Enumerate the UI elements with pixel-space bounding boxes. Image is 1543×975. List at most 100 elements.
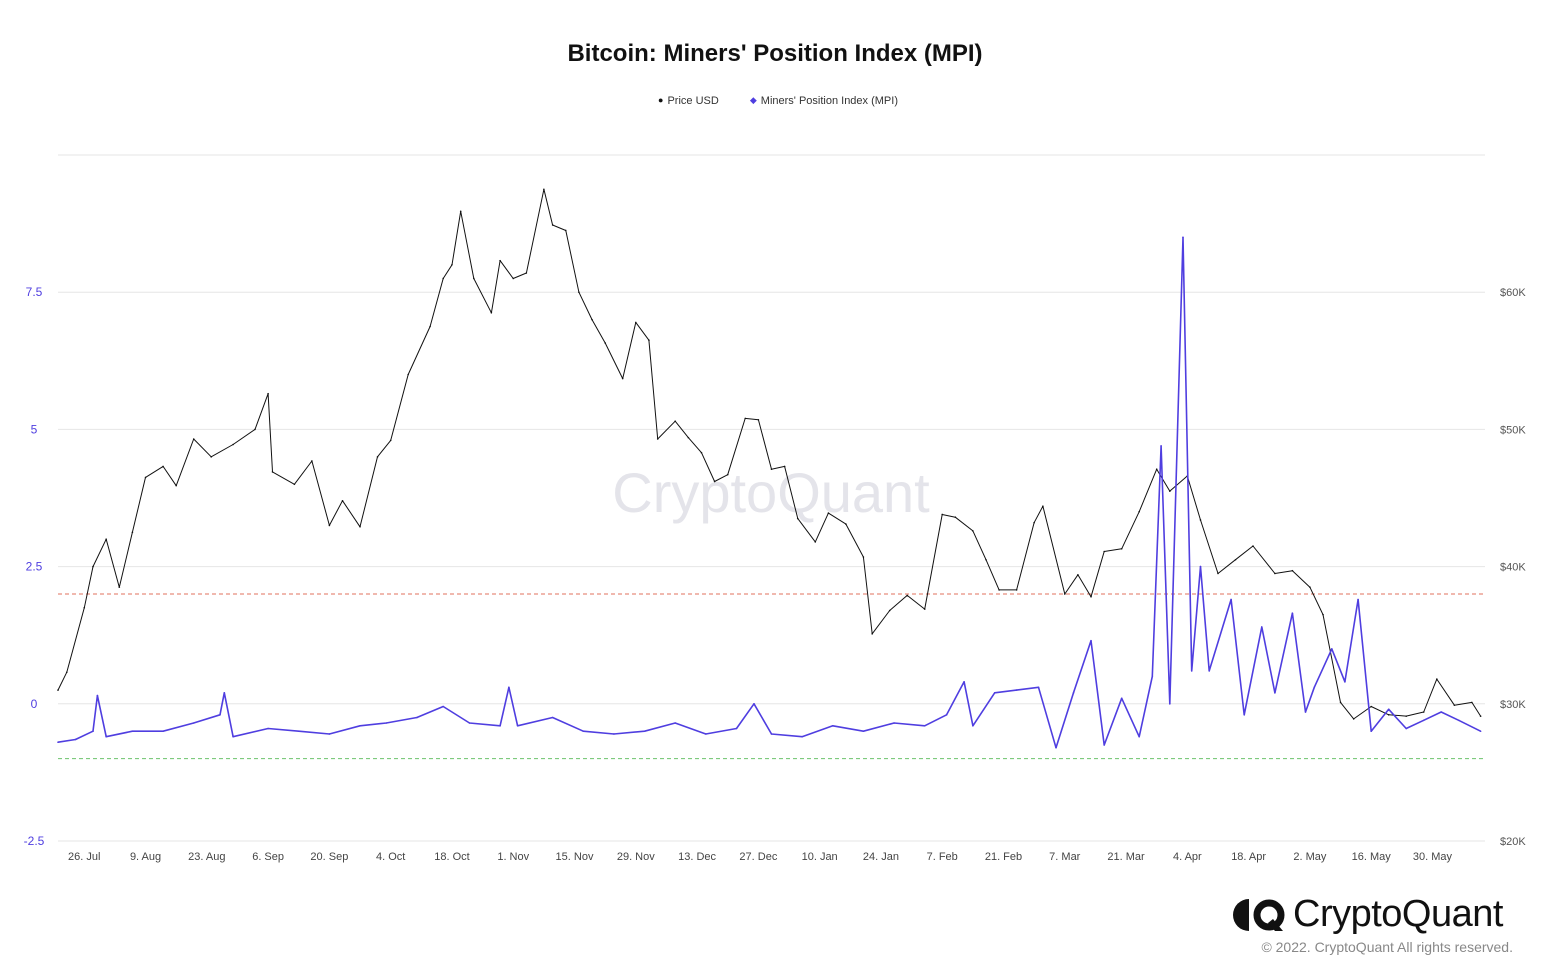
price-point (871, 633, 873, 635)
price-point (311, 460, 313, 462)
price-point (1217, 572, 1219, 575)
legend-label-price: Price USD (667, 95, 719, 107)
price-point (551, 224, 554, 226)
price-point (341, 499, 344, 502)
chart-plot[interactable]: CryptoQuant -2.5 0 2.5 5 7.5 $20K $30K $40K $50K $… (0, 0, 1543, 880)
legend-item-mpi[interactable]: ◆ Miners' Position Index (MPI) (750, 95, 898, 107)
x-tick-label: 6. Sep (252, 851, 284, 863)
mpi-point (1344, 681, 1346, 683)
mpi-point (1479, 730, 1482, 733)
mpi-point (551, 716, 554, 719)
mpi-point (219, 713, 221, 716)
price-point (1471, 701, 1473, 704)
mpi-point (1291, 612, 1294, 615)
mpi-point (1387, 708, 1390, 711)
y-left-tick-label: 0 (31, 697, 38, 711)
mpi-point (770, 733, 773, 735)
price-point (1234, 558, 1237, 561)
x-tick-label: 21. Mar (1107, 851, 1145, 863)
price-point (210, 456, 213, 458)
mpi-point (582, 730, 585, 733)
price-point (744, 417, 747, 420)
mpi-point (705, 733, 707, 735)
price-point (92, 565, 94, 568)
mpi-point (753, 703, 755, 705)
price-point (1479, 715, 1482, 717)
x-tick-label: 13. Dec (678, 851, 716, 863)
x-tick-label: 16. May (1352, 851, 1392, 863)
y-right-tick-label: $30K (1500, 699, 1526, 711)
mpi-point (223, 692, 226, 694)
mpi-point (105, 735, 107, 738)
legend-label-mpi: Miners' Position Index (MPI) (760, 95, 898, 107)
price-point (1120, 547, 1123, 550)
mpi-point (1182, 236, 1184, 239)
mpi-point (499, 724, 501, 727)
mpi-point (674, 722, 676, 724)
x-tick-label: 2. May (1293, 851, 1327, 863)
mpi-point (1055, 746, 1057, 749)
y-left-tick-label: 2.5 (26, 560, 43, 574)
y-right-tick-label: $60K (1500, 287, 1526, 299)
x-tick-label: 24. Jan (863, 851, 899, 863)
price-point (1042, 505, 1044, 508)
price-point (757, 418, 760, 421)
mpi-point (735, 727, 738, 730)
x-tick-label: 20. Sep (310, 851, 348, 863)
mpi-point (1260, 626, 1263, 628)
price-point (941, 513, 944, 516)
mpi-point (1304, 711, 1307, 713)
price-point (512, 277, 515, 280)
price-point (83, 606, 86, 609)
price-point (459, 210, 462, 213)
mpi-point (508, 686, 510, 689)
brand-name: CryptoQuant (1293, 893, 1503, 935)
price-point (525, 272, 528, 274)
mpi-point (162, 730, 164, 733)
price-point (713, 480, 716, 483)
mpi-point (1208, 670, 1211, 672)
price-point (1090, 595, 1092, 598)
x-tick-label: 9. Aug (130, 851, 161, 863)
price-point (674, 420, 676, 422)
price-point (1322, 613, 1324, 616)
price-point (105, 538, 107, 540)
mpi-point (993, 692, 996, 694)
legend-item-price[interactable]: ● Price USD (658, 95, 719, 107)
mpi-line (57, 236, 1481, 749)
price-point (770, 468, 773, 470)
price-point (906, 594, 908, 597)
watermark-text: CryptoQuant (612, 461, 930, 524)
price-point (591, 318, 593, 321)
price-point (376, 456, 379, 458)
price-point (862, 556, 865, 558)
legend-marker-price: ● (658, 95, 664, 105)
mpi-point (1330, 648, 1333, 650)
y-right-tick-label: $50K (1500, 424, 1526, 436)
x-tick-label: 4. Oct (376, 851, 405, 863)
price-point (954, 516, 957, 519)
mpi-point (1160, 445, 1162, 447)
price-point (1405, 715, 1408, 717)
mpi-point (57, 741, 59, 744)
mpi-point (359, 724, 361, 727)
mpi-point (1015, 689, 1018, 691)
x-tick-label: 29. Nov (617, 851, 655, 863)
mpi-point (1138, 735, 1140, 738)
y-left-tick-label: 5 (31, 422, 38, 436)
price-point (1169, 490, 1171, 492)
x-tick-label: 15. Nov (556, 851, 594, 863)
mpi-point (613, 733, 615, 735)
price-point (1352, 718, 1355, 720)
x-tick-label: 7. Mar (1049, 851, 1081, 863)
price-point (451, 263, 453, 266)
price-point (1033, 521, 1035, 524)
mpi-point (96, 694, 99, 697)
x-tick-label: 10. Jan (802, 851, 838, 863)
price-point (1436, 678, 1438, 680)
price-point (726, 473, 729, 476)
x-tick-label: 26. Jul (68, 851, 100, 863)
mpi-point (1370, 730, 1372, 733)
mpi-point (468, 722, 471, 724)
price-point (1370, 705, 1372, 708)
